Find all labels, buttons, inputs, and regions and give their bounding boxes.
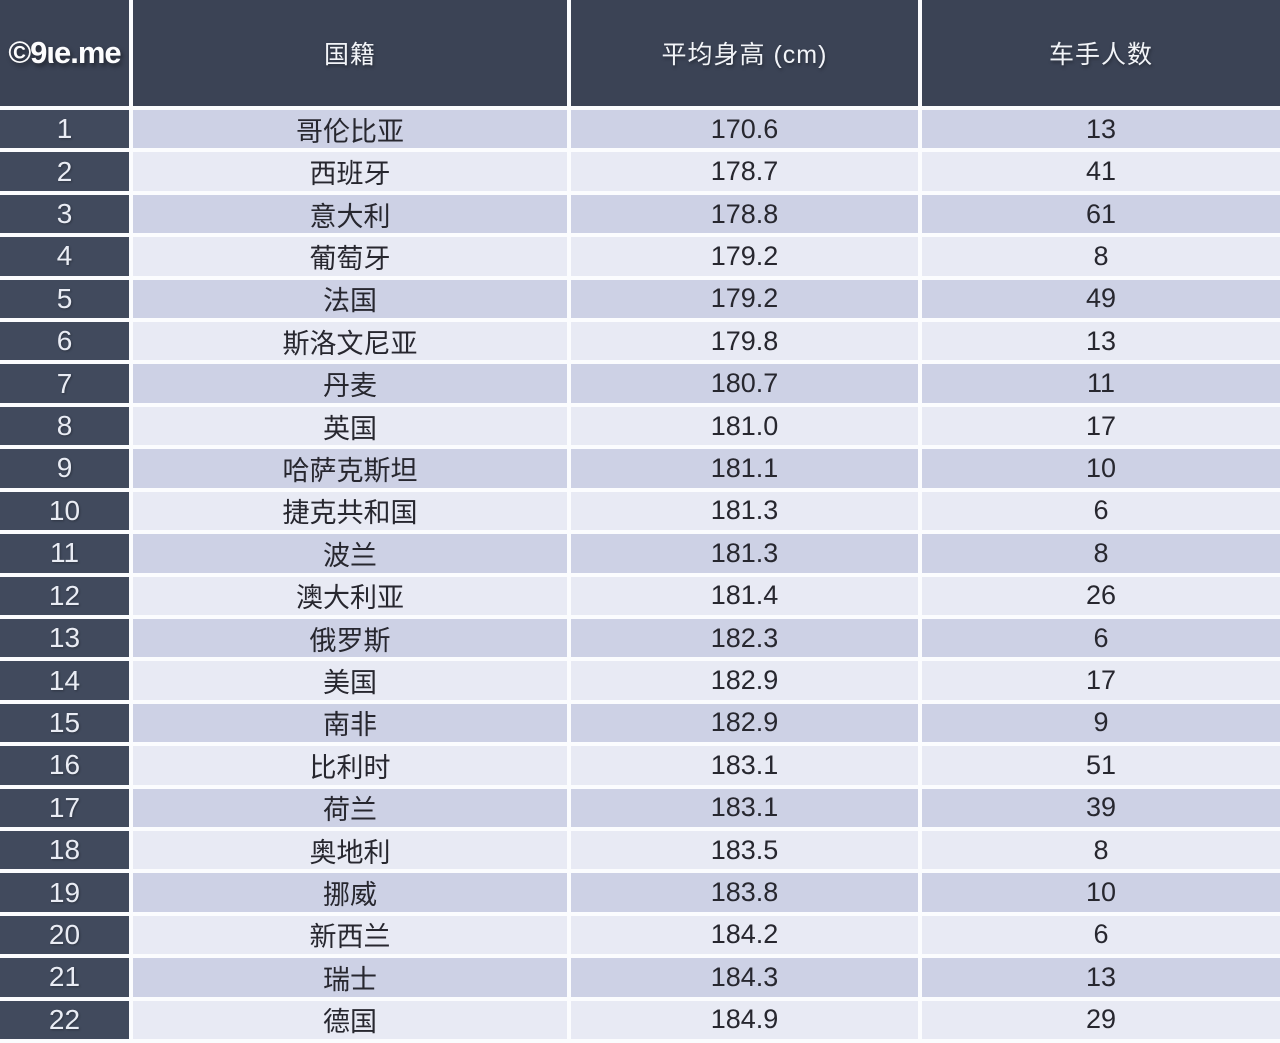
country-cell: 哥伦比亚 [133,110,567,149]
height-cell: 179.2 [571,279,918,319]
country-cell: 德国 [133,1000,567,1039]
height-cell: 181.1 [571,449,918,488]
rank-cell: 15 [0,703,129,743]
height-cell: 180.7 [571,364,918,403]
riders-cell: 39 [922,788,1280,827]
riders-cell: 10 [922,873,1280,912]
country-cell: 瑞士 [133,958,567,997]
height-cell: 183.8 [571,873,918,912]
rank-cell: 10 [0,491,129,531]
rank-cell: 13 [0,618,129,658]
country-cell: 斯洛文尼亚 [133,322,567,361]
height-cell: 178.7 [571,152,918,191]
logo: ©9ιe.me [0,0,129,106]
height-cell: 179.2 [571,237,918,276]
height-cell: 183.5 [571,830,918,870]
country-cell: 奥地利 [133,830,567,870]
country-cell: 南非 [133,703,567,743]
riders-cell: 13 [922,322,1280,361]
rank-cell: 4 [0,237,129,276]
height-cell: 178.8 [571,194,918,234]
country-cell: 比利时 [133,746,567,785]
rank-cell: 1 [0,110,129,149]
rank-cell: 7 [0,364,129,403]
rank-cell: 3 [0,194,129,234]
rank-cell: 22 [0,1000,129,1039]
riders-cell: 13 [922,958,1280,997]
rank-cell: 11 [0,534,129,573]
height-cell: 181.3 [571,491,918,531]
riders-cell: 51 [922,746,1280,785]
rank-cell: 18 [0,830,129,870]
country-cell: 哈萨克斯坦 [133,449,567,488]
height-cell: 182.3 [571,618,918,658]
rank-cell: 16 [0,746,129,785]
rank-cell: 6 [0,322,129,361]
riders-cell: 8 [922,830,1280,870]
height-cell: 181.4 [571,576,918,615]
riders-cell: 6 [922,491,1280,531]
column-header-height: 平均身高 (cm) [571,0,918,106]
rank-cell: 9 [0,449,129,488]
riders-cell: 9 [922,703,1280,743]
riders-cell: 6 [922,915,1280,955]
country-cell: 俄罗斯 [133,618,567,658]
height-cell: 170.6 [571,110,918,149]
rank-cell: 20 [0,915,129,955]
height-cell: 184.2 [571,915,918,955]
rank-cell: 2 [0,152,129,191]
riders-cell: 11 [922,364,1280,403]
riders-cell: 17 [922,661,1280,700]
country-cell: 波兰 [133,534,567,573]
rank-cell: 21 [0,958,129,997]
height-cell: 181.3 [571,534,918,573]
country-cell: 西班牙 [133,152,567,191]
height-cell: 183.1 [571,788,918,827]
country-cell: 法国 [133,279,567,319]
rank-cell: 14 [0,661,129,700]
riders-cell: 8 [922,237,1280,276]
height-cell: 184.3 [571,958,918,997]
riders-cell: 49 [922,279,1280,319]
height-cell: 184.9 [571,1000,918,1039]
riders-cell: 41 [922,152,1280,191]
country-cell: 捷克共和国 [133,491,567,531]
logo-text: ©9ιe.me [8,35,121,70]
height-cell: 182.9 [571,661,918,700]
height-cell: 183.1 [571,746,918,785]
country-cell: 荷兰 [133,788,567,827]
rank-cell: 19 [0,873,129,912]
column-header-riders: 车手人数 [922,0,1280,106]
height-cell: 182.9 [571,703,918,743]
country-cell: 意大利 [133,194,567,234]
riders-cell: 10 [922,449,1280,488]
country-cell: 新西兰 [133,915,567,955]
rank-cell: 12 [0,576,129,615]
column-header-country: 国籍 [133,0,567,106]
country-cell: 挪威 [133,873,567,912]
country-cell: 澳大利亚 [133,576,567,615]
height-cell: 181.0 [571,406,918,446]
riders-cell: 61 [922,194,1280,234]
country-cell: 美国 [133,661,567,700]
country-cell: 丹麦 [133,364,567,403]
height-cell: 179.8 [571,322,918,361]
riders-cell: 8 [922,534,1280,573]
riders-cell: 29 [922,1000,1280,1039]
country-cell: 葡萄牙 [133,237,567,276]
riders-cell: 6 [922,618,1280,658]
country-cell: 英国 [133,406,567,446]
rank-cell: 8 [0,406,129,446]
rank-cell: 17 [0,788,129,827]
riders-cell: 17 [922,406,1280,446]
riders-cell: 26 [922,576,1280,615]
riders-cell: 13 [922,110,1280,149]
rank-cell: 5 [0,279,129,319]
